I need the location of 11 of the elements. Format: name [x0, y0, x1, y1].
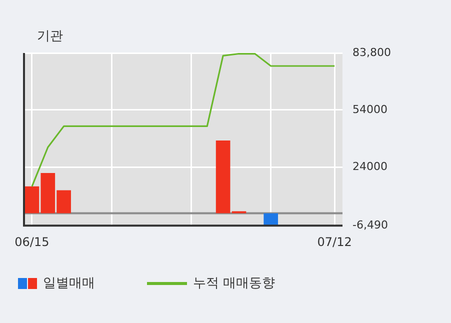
y-tick-label: 54000: [352, 102, 388, 116]
x-tick-label: 06/15: [14, 234, 50, 249]
legend-label: 일별매매: [43, 275, 95, 292]
legend-label: 누적 매매동향: [193, 275, 276, 292]
bar: [264, 213, 278, 226]
y-tick-label: 83,800: [352, 46, 392, 59]
y-tick-label: 24000: [352, 160, 388, 174]
x-tick-label: 07/12: [317, 234, 352, 249]
bar: [216, 140, 230, 214]
chart-title: 기관: [37, 28, 63, 45]
y-tick-label: -6,490: [352, 218, 388, 232]
